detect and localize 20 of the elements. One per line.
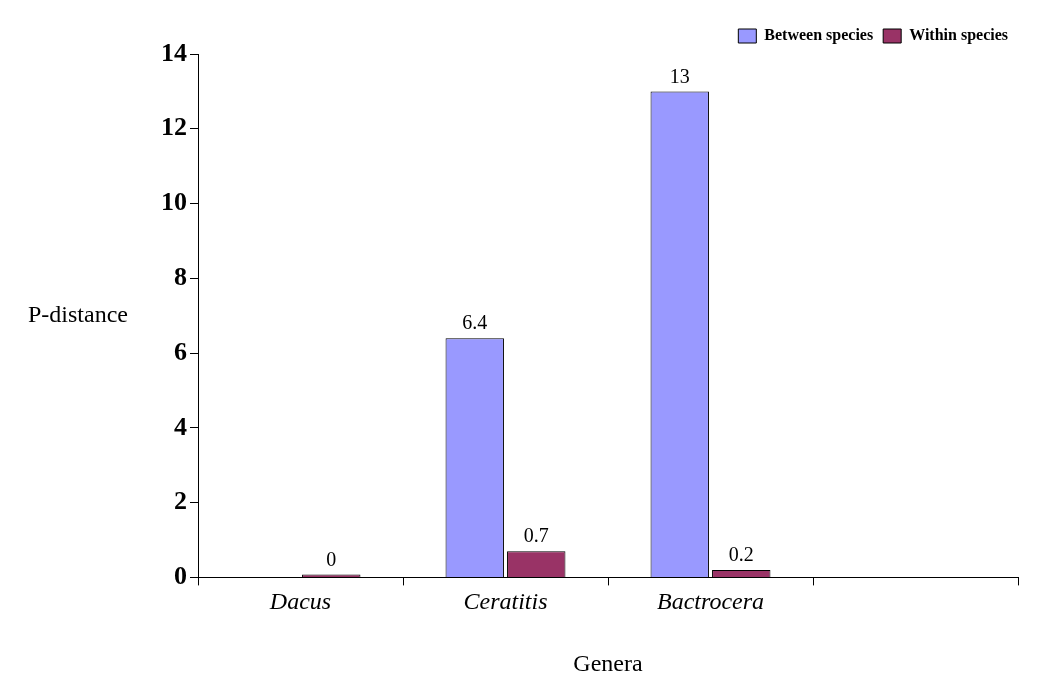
data-label: 0.2 — [728, 543, 754, 566]
y-tick-label: 12 — [161, 112, 187, 142]
data-label: 13 — [669, 64, 690, 87]
x-tick-label: Dacus — [268, 588, 332, 615]
data-label: 0.7 — [523, 524, 549, 547]
y-tick-label: 6 — [174, 336, 187, 366]
data-label: 0 — [326, 547, 337, 570]
x-tick-label: Bactrocera — [656, 588, 765, 615]
legend-label: Within species — [909, 26, 1008, 45]
y-tick-label: 0 — [174, 561, 187, 591]
y-tick-label: 4 — [174, 411, 187, 441]
data-label: 6.4 — [462, 311, 488, 334]
y-axis-title: P-distance — [28, 301, 128, 327]
y-tick-label: 10 — [161, 187, 187, 217]
y-tick-label: 2 — [174, 486, 187, 516]
x-tick-label: Ceratitis — [463, 588, 548, 615]
y-tick-label: 8 — [174, 262, 187, 292]
x-axis-title: Genera — [573, 649, 643, 676]
y-tick-label: 14 — [161, 37, 187, 67]
legend-label: Between species — [764, 26, 874, 45]
